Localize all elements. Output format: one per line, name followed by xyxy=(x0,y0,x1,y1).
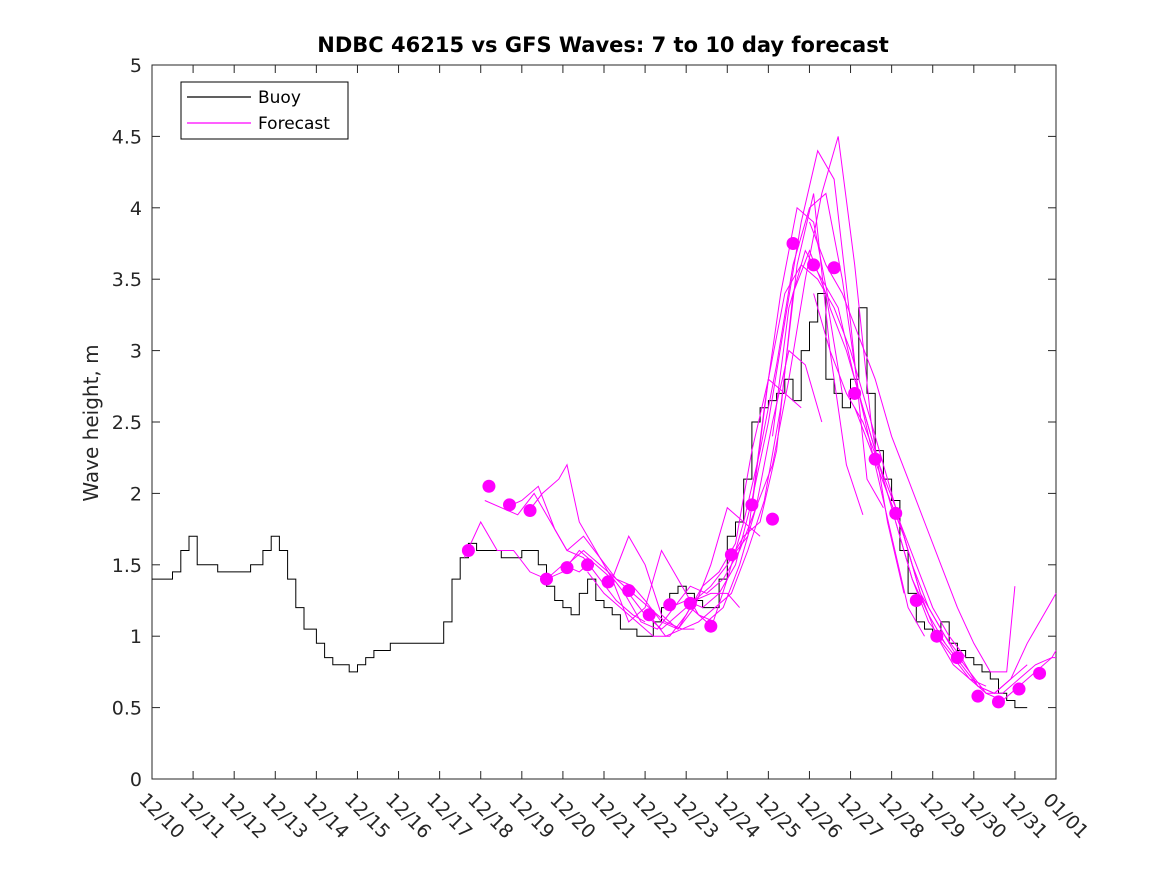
y-tick-label: 4.5 xyxy=(112,126,142,148)
forecast-point xyxy=(909,594,923,607)
chart-title: NDBC 46215 vs GFS Waves: 7 to 10 day for… xyxy=(317,33,888,57)
forecast-point xyxy=(765,512,779,526)
legend: Buoy Forecast xyxy=(180,81,349,140)
y-axis-label: Wave height, m xyxy=(79,344,103,501)
y-axis: 0 0.5 1 1.5 2 2.5 3 3.5 4 4.5 5 xyxy=(112,55,1056,791)
forecast-point xyxy=(539,572,553,586)
forecast-points xyxy=(461,237,1047,709)
forecast-point xyxy=(581,558,595,572)
legend-label-forecast: Forecast xyxy=(258,114,330,134)
forecast-line xyxy=(648,193,864,637)
forecast-point xyxy=(868,452,882,466)
forecast-point xyxy=(724,548,738,562)
forecast-point xyxy=(971,689,985,703)
y-tick-label: 3.5 xyxy=(112,269,142,291)
forecast-line xyxy=(669,149,884,609)
forecast-series xyxy=(463,136,1057,702)
y-tick-label: 2.5 xyxy=(112,412,142,434)
forecast-point xyxy=(991,695,1005,709)
forecast-point xyxy=(930,629,944,643)
forecast-point xyxy=(807,258,821,272)
forecast-line xyxy=(463,520,588,580)
forecast-point xyxy=(848,386,862,400)
forecast-line xyxy=(936,635,1056,694)
y-tick-label: 0 xyxy=(130,769,142,791)
forecast-point xyxy=(560,561,574,575)
y-tick-label: 4 xyxy=(130,198,142,220)
forecast-point xyxy=(601,575,615,589)
forecast-point xyxy=(1012,682,1026,696)
forecast-point xyxy=(950,651,964,665)
forecast-point xyxy=(827,261,841,275)
y-tick-label: 2 xyxy=(130,483,142,505)
forecast-point xyxy=(1033,666,1047,680)
forecast-point xyxy=(786,237,800,250)
forecast-point xyxy=(704,619,718,633)
y-tick-label: 1 xyxy=(130,626,142,648)
forecast-point xyxy=(642,608,656,622)
forecast-point xyxy=(502,498,516,512)
forecast-point xyxy=(663,598,677,612)
forecast-point xyxy=(889,506,903,520)
y-tick-label: 1.5 xyxy=(112,555,142,577)
forecast-line xyxy=(710,192,925,637)
forecast-point xyxy=(482,479,496,493)
forecast-line xyxy=(809,221,1016,673)
forecast-point xyxy=(622,584,636,598)
y-tick-label: 3 xyxy=(130,341,142,363)
forecast-point xyxy=(461,544,475,558)
forecast-line xyxy=(566,506,761,630)
legend-label-buoy: Buoy xyxy=(258,88,301,108)
forecast-line xyxy=(751,264,966,658)
forecast-point xyxy=(683,596,697,610)
forecast-line xyxy=(546,535,740,630)
y-tick-label: 5 xyxy=(130,55,142,77)
forecast-point xyxy=(523,504,537,518)
legend-box xyxy=(180,81,349,140)
forecast-line xyxy=(689,136,905,623)
forecast-point xyxy=(745,498,759,512)
y-tick-label: 0.5 xyxy=(112,698,142,720)
